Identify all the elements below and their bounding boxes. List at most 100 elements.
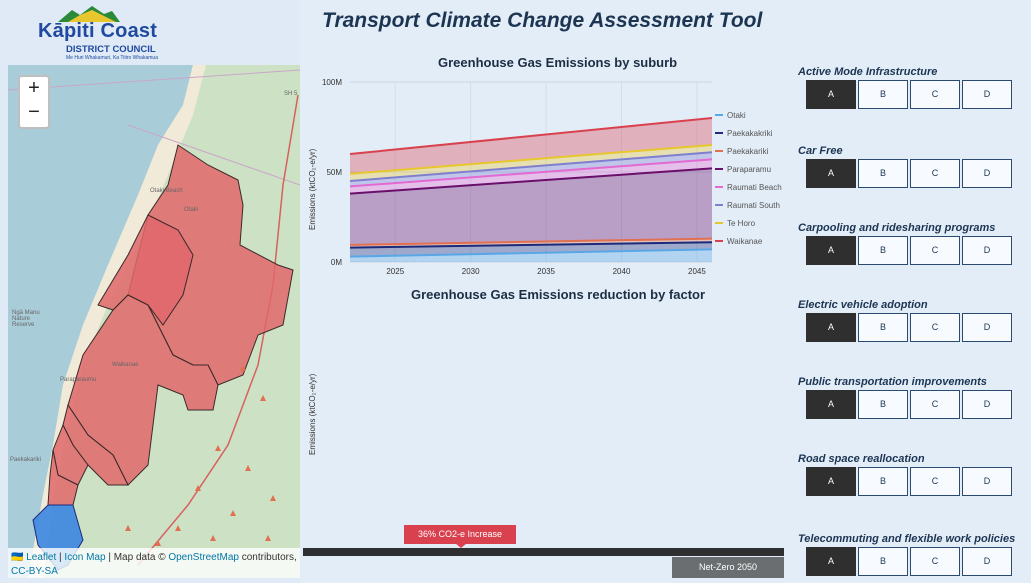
leaflet-link[interactable]: Leaflet xyxy=(26,552,57,563)
factor-title: Public transportation improvements xyxy=(798,376,987,388)
logo-subtitle: DISTRICT COUNCIL xyxy=(66,44,156,55)
option-button-a[interactable]: A xyxy=(806,236,856,265)
road-label-sh5: SH 5 xyxy=(284,91,298,97)
legend-label[interactable]: Raumati Beach xyxy=(727,183,782,192)
place-label-paraparaumu: Paraparaumu xyxy=(60,377,97,383)
option-button-a[interactable]: A xyxy=(806,313,856,342)
option-button-a[interactable]: A xyxy=(806,80,856,109)
series-line[interactable] xyxy=(349,167,713,195)
option-button-c[interactable]: C xyxy=(910,390,960,419)
x-tick-label: 2040 xyxy=(613,267,631,276)
series-line[interactable] xyxy=(349,158,713,188)
background xyxy=(300,0,1031,583)
option-button-b[interactable]: B xyxy=(858,159,908,188)
option-button-c[interactable]: C xyxy=(910,236,960,265)
option-button-b[interactable]: B xyxy=(858,80,908,109)
x-tick-label: 2035 xyxy=(537,267,555,276)
factor-title: Active Mode Infrastructure xyxy=(798,66,938,78)
emissions-progress-track xyxy=(303,548,784,556)
attribution-contributors: contributors, xyxy=(238,552,297,563)
series-area xyxy=(350,159,712,194)
icon-map-link[interactable]: Icon Map xyxy=(64,552,106,563)
option-button-c[interactable]: C xyxy=(910,467,960,496)
openstreetmap-link[interactable]: OpenStreetMap xyxy=(168,552,239,563)
place-label-nature-reserve: Ngā Manu Nature Reserve xyxy=(12,310,40,328)
terrain-markers xyxy=(125,365,276,546)
mountain-logo-icon xyxy=(58,6,120,22)
series-line[interactable] xyxy=(349,144,713,175)
factor-title: Telecommuting and flexible work policies xyxy=(798,533,1016,545)
place-label-otaki-beach: Otaki Beach xyxy=(150,188,183,194)
series-line[interactable] xyxy=(349,241,713,249)
series-area xyxy=(350,249,712,262)
sea-area xyxy=(8,65,193,578)
option-button-d[interactable]: D xyxy=(962,159,1012,188)
x-tick-label: 2030 xyxy=(462,267,480,276)
option-button-a[interactable]: A xyxy=(806,467,856,496)
co2-increase-badge: 36% CO2-e Increase xyxy=(404,525,516,544)
legend-label[interactable]: Otaki xyxy=(727,111,746,120)
option-button-d[interactable]: D xyxy=(962,80,1012,109)
option-button-a[interactable]: A xyxy=(806,390,856,419)
page-title: Transport Climate Change Assessment Tool xyxy=(322,9,763,32)
option-button-c[interactable]: C xyxy=(910,313,960,342)
option-button-d[interactable]: D xyxy=(962,236,1012,265)
map-canvas[interactable] xyxy=(8,65,300,578)
option-button-b[interactable]: B xyxy=(858,547,908,576)
place-label-otaki: Otaki xyxy=(184,207,199,213)
x-tick-label: 2045 xyxy=(688,267,706,276)
y-tick-label: 0M xyxy=(331,258,342,267)
option-button-d[interactable]: D xyxy=(962,547,1012,576)
place-label-paekakariki: Paekakariki xyxy=(10,457,42,463)
logo-tagline: Me Huri Whakamuri, Ka Titiro Whakamua xyxy=(66,55,158,61)
increase-pointer-icon xyxy=(455,543,467,548)
legend-label[interactable]: Te Horo xyxy=(727,219,756,228)
option-button-c[interactable]: C xyxy=(910,547,960,576)
map-road xyxy=(8,69,300,91)
factor-title: Road space reallocation xyxy=(798,453,925,465)
option-button-b[interactable]: B xyxy=(858,467,908,496)
ukraine-flag-icon: 🇺🇦 xyxy=(11,552,24,563)
series-line[interactable] xyxy=(349,237,713,246)
chart-title-reduction-by-factor: Greenhouse Gas Emissions reduction by fa… xyxy=(411,287,706,302)
option-button-c[interactable]: C xyxy=(910,80,960,109)
legend-label[interactable]: Paraparamu xyxy=(727,165,771,174)
legend-label[interactable]: Paekakariki xyxy=(727,147,769,156)
series-area xyxy=(350,152,712,187)
zoom-out-button[interactable]: − xyxy=(18,101,50,129)
emissions-by-suburb-chart[interactable]: 0M 50M 100M 2025 2030 2035 2040 2045 Otaki Paekak… xyxy=(302,72,782,282)
y-tick-label: 100M xyxy=(322,78,342,87)
series-line[interactable] xyxy=(349,248,713,258)
zoom-in-button[interactable]: + xyxy=(18,75,50,103)
series-line[interactable] xyxy=(349,117,713,155)
place-label-waikanae: Waikanae xyxy=(112,362,139,368)
option-button-b[interactable]: B xyxy=(858,390,908,419)
option-button-d[interactable]: D xyxy=(962,467,1012,496)
series-line[interactable] xyxy=(349,151,713,182)
license-link[interactable]: CC-BY-SA xyxy=(11,566,58,577)
map-road xyxy=(127,124,300,186)
legend-label[interactable]: Raumati South xyxy=(727,201,780,210)
map-attribution: 🇺🇦 Leaflet | Icon Map | Map data © OpenS… xyxy=(8,548,300,578)
option-button-a[interactable]: A xyxy=(806,547,856,576)
suburb-map[interactable]: Otaki Beach Otaki Waikanae Paraparaumu P… xyxy=(8,65,300,578)
chart-title-emissions-by-suburb: Greenhouse Gas Emissions by suburb xyxy=(438,55,678,70)
legend-label[interactable]: Waikanae xyxy=(727,237,763,246)
option-button-d[interactable]: D xyxy=(962,313,1012,342)
option-button-d[interactable]: D xyxy=(962,390,1012,419)
option-button-c[interactable]: C xyxy=(910,159,960,188)
attribution-text: | Map data © xyxy=(105,552,169,563)
option-button-b[interactable]: B xyxy=(858,236,908,265)
option-button-a[interactable]: A xyxy=(806,159,856,188)
highway-line xyxy=(137,94,299,566)
option-button-b[interactable]: B xyxy=(858,313,908,342)
logo-name: Kāpiti Coast xyxy=(38,20,158,42)
legend-label[interactable]: Paekakakriki xyxy=(727,129,773,138)
